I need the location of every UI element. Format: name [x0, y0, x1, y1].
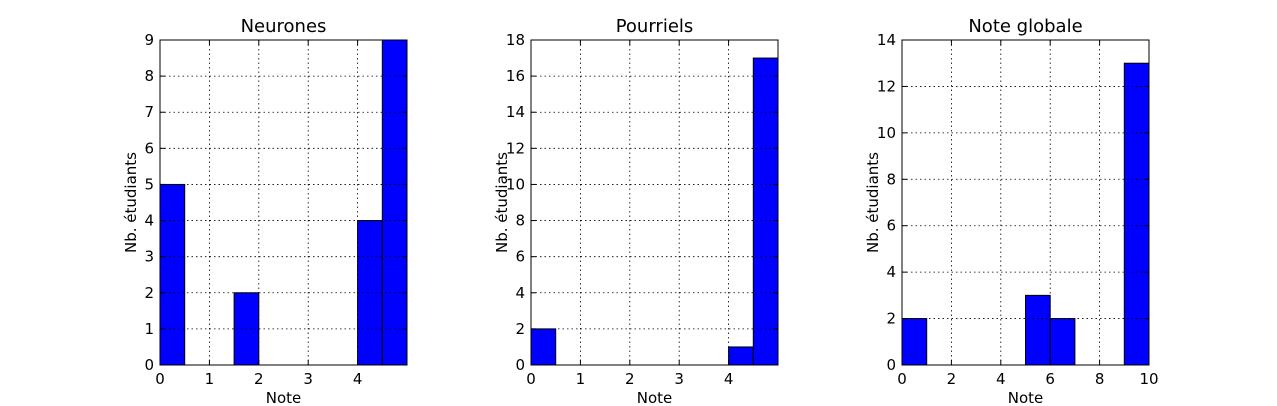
bar-0	[901, 318, 928, 366]
bar-9	[381, 39, 408, 366]
y-tick-label: 10	[506, 175, 525, 193]
y-tick-label: 9	[144, 31, 154, 49]
y-tick-label: 3	[144, 248, 154, 266]
y-tick-label: 7	[144, 103, 154, 121]
x-tick-label: 0	[897, 370, 907, 388]
y-axis-label: Nb. étudiants	[864, 152, 882, 253]
y-tick-label: 6	[886, 217, 896, 235]
chart-title: Neurones	[241, 16, 327, 37]
bar-9	[752, 57, 779, 366]
x-tick-label: 6	[1045, 370, 1055, 388]
y-tick-label: 2	[886, 310, 896, 328]
y-tick-label: 18	[506, 31, 525, 49]
y-tick-label: 0	[144, 356, 154, 374]
bar-8	[357, 220, 383, 366]
y-tick-label: 5	[144, 175, 154, 193]
y-axis-label: Nb. étudiants	[122, 152, 140, 253]
x-tick-label: 0	[155, 370, 165, 388]
y-tick-label: 0	[886, 356, 896, 374]
x-tick-label: 2	[254, 370, 264, 388]
chart-title: Note globale	[968, 16, 1082, 37]
y-tick-label: 6	[515, 248, 525, 266]
plot-frame	[901, 39, 1150, 366]
bar-6	[1049, 318, 1076, 366]
bar-0	[530, 328, 557, 366]
chart-title: Pourriels	[616, 16, 694, 37]
plot-frame	[159, 39, 408, 366]
y-tick-label: 0	[515, 356, 525, 374]
bar-8	[728, 346, 754, 366]
y-tick-label: 8	[144, 67, 154, 85]
x-tick-label: 3	[303, 370, 313, 388]
x-tick-label: 1	[205, 370, 215, 388]
y-tick-label: 4	[886, 263, 896, 281]
y-tick-label: 14	[506, 103, 525, 121]
plot-frame	[530, 39, 779, 366]
y-tick-label: 16	[506, 67, 525, 85]
x-tick-label: 4	[996, 370, 1006, 388]
bar-9	[1123, 62, 1150, 366]
y-tick-label: 4	[144, 212, 154, 230]
y-tick-label: 6	[144, 139, 154, 157]
x-axis-label: Note	[266, 389, 302, 406]
y-tick-label: 12	[877, 77, 896, 95]
x-tick-label: 2	[625, 370, 635, 388]
y-tick-label: 8	[515, 212, 525, 230]
y-tick-label: 2	[515, 320, 525, 338]
y-axis-label: Nb. étudiants	[493, 152, 511, 253]
x-axis-label: Note	[637, 389, 673, 406]
y-tick-label: 4	[515, 284, 525, 302]
x-tick-label: 4	[353, 370, 363, 388]
x-tick-label: 0	[526, 370, 536, 388]
y-tick-label: 2	[144, 284, 154, 302]
x-tick-label: 1	[576, 370, 586, 388]
y-tick-label: 10	[877, 124, 896, 142]
x-tick-label: 8	[1095, 370, 1105, 388]
bar-0	[159, 183, 186, 366]
y-tick-label: 12	[506, 139, 525, 157]
bar-5	[1025, 294, 1051, 366]
y-tick-label: 1	[144, 320, 154, 338]
chart-0: 0 1 2 3 4 0 1 2 3 4 5 6 7 8 9 Neurones Note Nb. étudiants	[122, 16, 408, 406]
x-tick-label: 2	[947, 370, 957, 388]
y-tick-label: 14	[877, 31, 896, 49]
x-axis-label: Note	[1008, 389, 1044, 406]
y-tick-label: 8	[886, 170, 896, 188]
chart-2: 0 2 4 6 8 10 0 2 4 6 8 10 12 14 Note globale Note Nb. ét…	[864, 16, 1159, 406]
x-tick-label: 4	[724, 370, 734, 388]
x-tick-label: 10	[1139, 370, 1158, 388]
x-tick-label: 3	[674, 370, 684, 388]
